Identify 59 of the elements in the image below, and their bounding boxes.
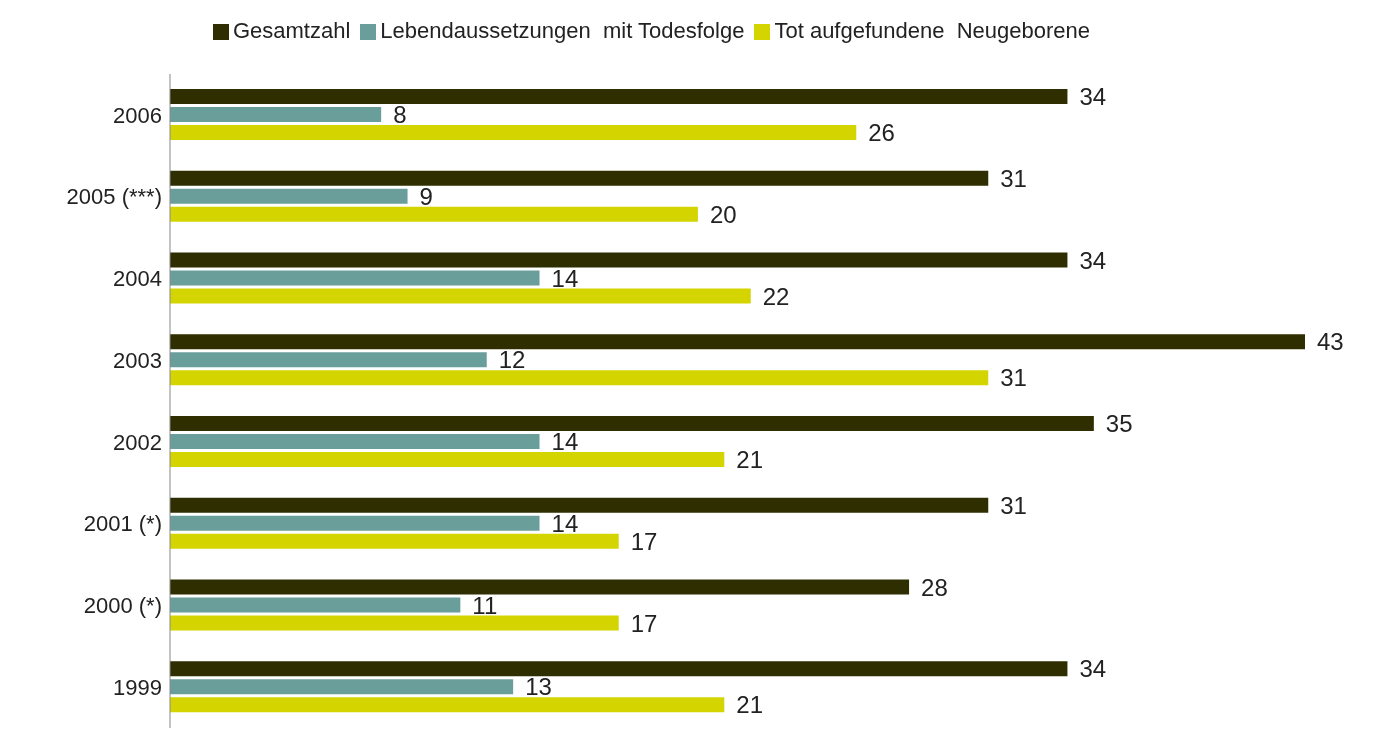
y-tick-label: 2000 (*) <box>83 593 162 619</box>
data-label: 21 <box>736 691 764 719</box>
bar <box>170 89 1068 104</box>
data-label: 17 <box>630 609 658 637</box>
bar <box>170 252 1068 268</box>
data-label: 35 <box>1105 410 1133 438</box>
y-tick-label: 1999 <box>113 674 162 700</box>
legend-label: Gesamtzahl <box>232 18 351 43</box>
bar <box>170 533 619 549</box>
bar <box>170 615 619 631</box>
data-label: 31 <box>1000 491 1027 519</box>
bar <box>170 188 408 204</box>
bar <box>170 206 698 222</box>
bar <box>170 661 1068 677</box>
data-label: 21 <box>736 446 764 474</box>
data-label: 22 <box>762 282 790 310</box>
data-label: 31 <box>1000 364 1027 392</box>
data-label: 14 <box>551 428 579 456</box>
data-label: 34 <box>1079 83 1107 111</box>
legend-label: Tot aufgefundene Neugeborene <box>774 18 1091 43</box>
bar <box>170 597 461 613</box>
data-label: 9 <box>419 182 433 210</box>
data-label: 14 <box>551 509 579 537</box>
data-label: 20 <box>709 200 737 228</box>
data-label: 17 <box>630 527 658 555</box>
bar <box>170 579 910 595</box>
bar <box>170 107 382 122</box>
bar <box>170 334 1305 350</box>
bar <box>170 270 540 286</box>
y-tick-label: 2001 (*) <box>83 511 162 537</box>
bar <box>170 352 487 368</box>
data-label: 34 <box>1079 655 1107 683</box>
data-label: 43 <box>1317 328 1344 356</box>
data-label: 11 <box>472 591 498 619</box>
data-label: 14 <box>551 264 579 292</box>
bar <box>170 370 989 386</box>
data-label: 12 <box>498 346 526 374</box>
y-tick-label: 2002 <box>113 429 162 455</box>
data-label: 26 <box>868 119 895 147</box>
bar <box>170 125 857 140</box>
y-tick-label: 2004 <box>113 266 162 292</box>
y-tick-label: 2005 (***) <box>66 184 162 210</box>
bar <box>170 288 751 304</box>
y-tick-label: 2006 <box>113 102 162 128</box>
bar <box>170 416 1094 431</box>
legend-label: Lebendaussetzungen mit Todesfolge <box>380 18 745 43</box>
bar <box>170 515 540 531</box>
bar <box>170 170 989 186</box>
bar <box>170 679 514 695</box>
bar <box>170 452 725 467</box>
y-tick-label: 2003 <box>113 347 162 373</box>
data-label: 28 <box>921 573 948 601</box>
data-label: 13 <box>525 673 552 701</box>
bar <box>170 434 540 449</box>
data-label: 31 <box>1000 164 1027 192</box>
bar <box>170 697 725 713</box>
data-label: 34 <box>1079 246 1107 274</box>
bar <box>170 497 989 513</box>
data-label: 8 <box>393 101 407 129</box>
